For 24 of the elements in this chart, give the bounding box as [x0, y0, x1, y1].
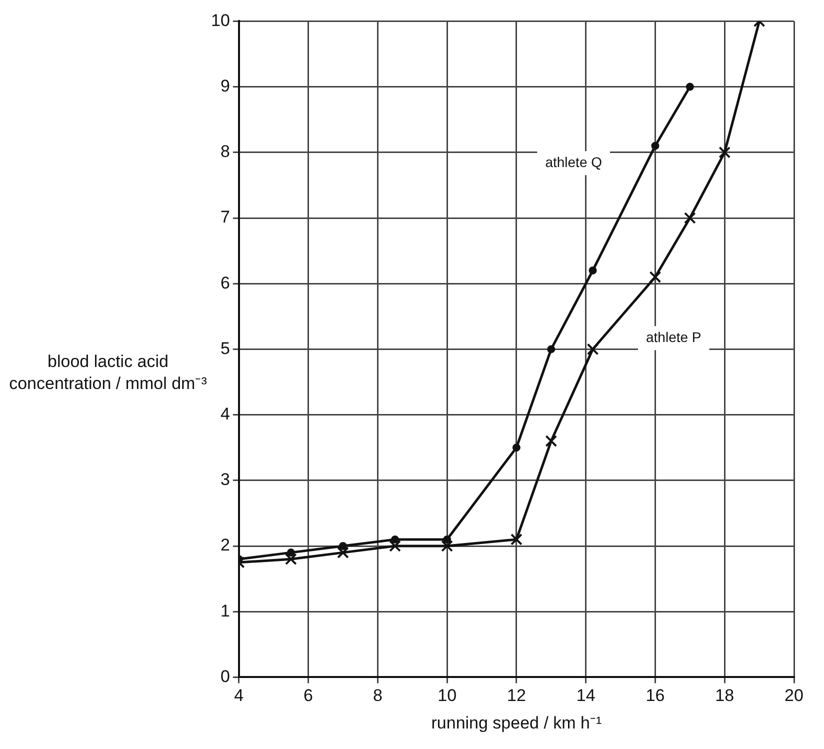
x-tick-label: 20 [784, 686, 804, 706]
x-axis-title: running speed / km h⁻¹ [431, 713, 602, 732]
text: athlete Q [545, 154, 602, 170]
y-tick-label: 9 [220, 76, 230, 96]
x-tick-label: 10 [438, 686, 457, 706]
y-tick-label: 3 [220, 470, 230, 490]
y-tick-label: 0 [220, 666, 230, 686]
x-tick-label: 6 [304, 686, 314, 706]
y-tick-label: 5 [220, 338, 230, 358]
x-tick-label: 14 [576, 686, 596, 706]
series-label: athlete P [646, 328, 702, 345]
x-tick-label: 8 [372, 686, 382, 706]
y-tick-label: 7 [220, 208, 230, 227]
y-tick-label: 10 [210, 10, 230, 30]
y-tick-label: 2 [220, 536, 230, 555]
y-tick-label: 1 [220, 601, 230, 620]
y-axis-title: blood lactic acid concentration / mmol dm⁻³ [8, 350, 208, 395]
x-tick-label: 18 [715, 686, 734, 706]
x-tick-label: 12 [506, 686, 526, 706]
y-tick-label: 4 [220, 404, 230, 424]
x-tick-label: 16 [646, 686, 665, 706]
y-tick-label: 6 [220, 273, 230, 292]
x-tick-label: 4 [234, 686, 244, 706]
y-tick-label: 8 [220, 142, 230, 162]
